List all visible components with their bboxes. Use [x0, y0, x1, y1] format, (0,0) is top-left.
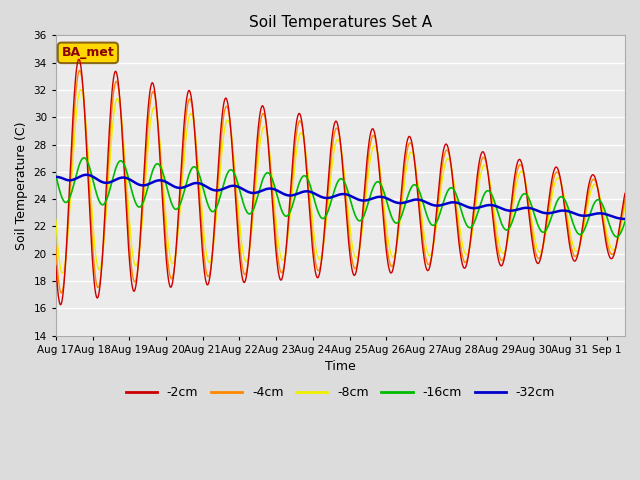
Legend: -2cm, -4cm, -8cm, -16cm, -32cm: -2cm, -4cm, -8cm, -16cm, -32cm	[120, 382, 560, 405]
Title: Soil Temperatures Set A: Soil Temperatures Set A	[249, 15, 432, 30]
Y-axis label: Soil Temperature (C): Soil Temperature (C)	[15, 121, 28, 250]
X-axis label: Time: Time	[325, 360, 356, 373]
Text: BA_met: BA_met	[61, 47, 115, 60]
